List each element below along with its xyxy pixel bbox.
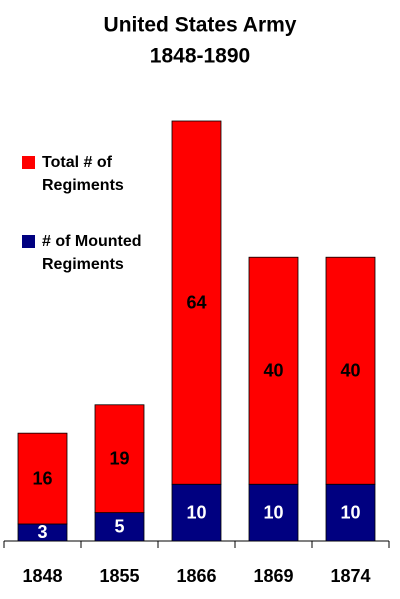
bar-segment [248, 256, 299, 485]
x-tick-label: 1848 [22, 566, 62, 586]
x-tick-label: 1869 [253, 566, 293, 586]
data-label: 5 [114, 517, 124, 537]
bar-segment [94, 404, 145, 514]
data-label: 3 [37, 522, 47, 542]
legend-swatch [22, 235, 35, 248]
data-label: 10 [340, 502, 360, 522]
data-label: 10 [263, 502, 283, 522]
data-label: 10 [186, 502, 206, 522]
data-label: 19 [109, 448, 129, 468]
legend-item: Total # of Regiments [22, 151, 172, 197]
bar-segment [17, 432, 68, 525]
bar-segment [325, 483, 376, 542]
x-tick-label: 1874 [330, 566, 370, 586]
x-tick-label: 1855 [99, 566, 139, 586]
data-label: 40 [340, 360, 360, 380]
chart-subtitle: 1848-1890 [150, 45, 250, 68]
legend-swatch [22, 156, 35, 169]
bar-segment [171, 483, 222, 542]
bar-segment [94, 512, 145, 542]
data-label: 40 [263, 360, 283, 380]
legend-label: # of Mounted Regiments [42, 233, 142, 273]
legend-label: Total # of Regiments [42, 154, 124, 194]
bar-segment [325, 256, 376, 485]
bar-segment [171, 120, 222, 485]
data-label: 16 [32, 468, 52, 488]
x-tick-label: 1866 [176, 566, 216, 586]
chart-title: United States Army [104, 14, 297, 37]
legend-item: # of Mounted Regiments [22, 230, 172, 276]
bar-segment [248, 483, 299, 542]
data-label: 64 [186, 292, 206, 312]
